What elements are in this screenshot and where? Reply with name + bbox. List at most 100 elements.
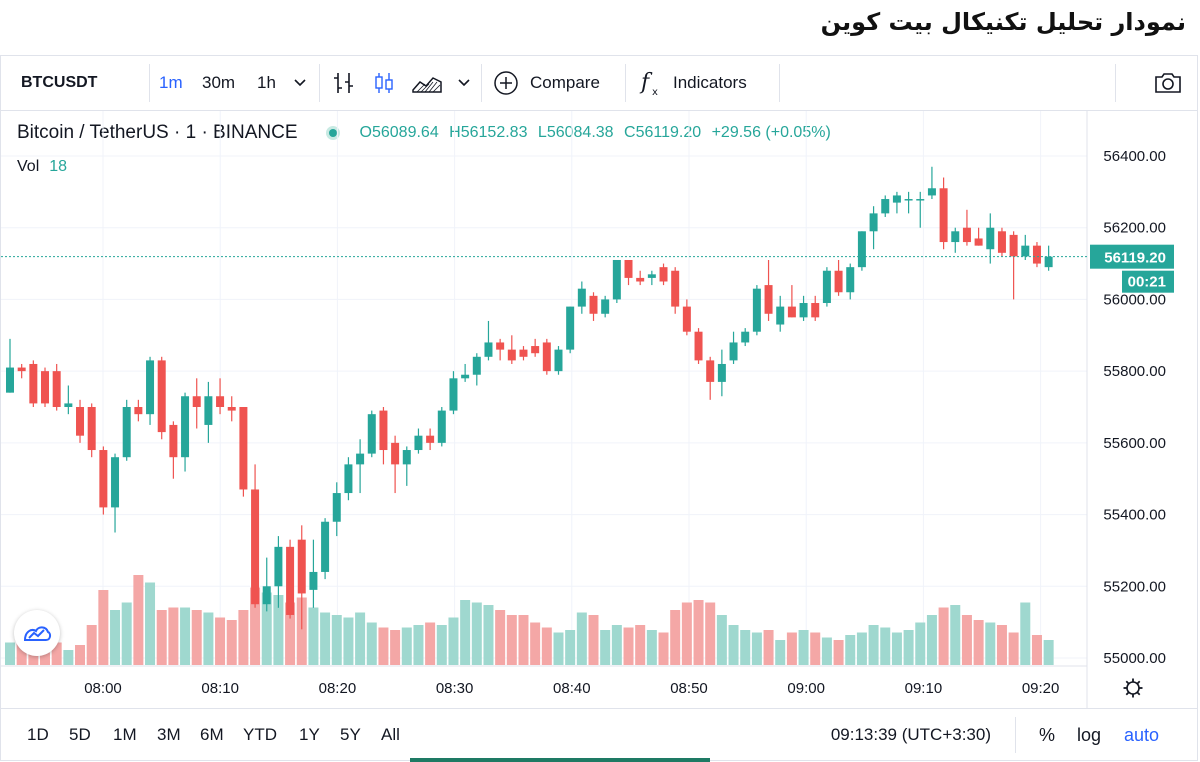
candle-body (379, 410, 388, 451)
range-6m[interactable]: 6M (200, 725, 224, 744)
candle-body (519, 349, 528, 357)
candle-body (787, 306, 796, 318)
candlestick-chart[interactable]: 56400.00 56200.00 56000.00 55800.00 55600.00… (0, 111, 1198, 708)
volume-bar (366, 622, 377, 665)
instrument-title: Bitcoin / TetherUS · 1 · BINANCE (17, 122, 298, 143)
volume-bar (996, 625, 1007, 665)
candle-body (64, 403, 73, 407)
volume-bar (961, 615, 972, 665)
last-price-tag (1090, 244, 1174, 269)
volume-bar (331, 615, 342, 665)
volume-bar (763, 630, 774, 665)
settings-gear-icon[interactable] (1123, 678, 1143, 698)
candle-body (472, 356, 481, 375)
range-5y[interactable]: 5Y (340, 725, 361, 744)
timeframe-1m[interactable]: 1m (159, 73, 183, 92)
range-1y[interactable]: 1Y (299, 725, 320, 744)
compare-button[interactable]: Compare (493, 56, 600, 110)
time-tick-label: 08:50 (670, 680, 708, 697)
volume-bar (390, 630, 401, 665)
svg-text:x: x (652, 87, 658, 97)
time-tick-label: 09:20 (1022, 680, 1060, 697)
candle-body (41, 371, 50, 404)
volume-bar (121, 602, 132, 665)
log-scale-toggle[interactable]: log (1077, 725, 1102, 745)
bar-countdown-tag (1122, 270, 1174, 293)
auto-scale-toggle[interactable]: auto (1124, 725, 1160, 745)
toolbar-divider (1115, 64, 1116, 102)
volume-bar (191, 610, 202, 665)
volume-bar (856, 632, 867, 665)
volume-bar (880, 627, 891, 665)
volume-bar (308, 607, 319, 665)
candle-body (624, 259, 633, 278)
candle-body (461, 374, 470, 379)
bar-style-icon[interactable] (331, 56, 357, 110)
range-1d[interactable]: 1D (27, 725, 49, 744)
candle-body (647, 274, 656, 278)
chart-type-dropdown-chevron-icon[interactable] (457, 56, 471, 110)
candle-body (729, 342, 738, 361)
candle-style-icon[interactable] (371, 56, 397, 110)
candle-body (76, 407, 85, 436)
volume-bar (985, 622, 996, 665)
timeframe-dropdown-chevron-icon[interactable] (293, 56, 307, 110)
candle-body (671, 270, 680, 307)
range-5d[interactable]: 5D (69, 725, 91, 744)
candle-body (706, 360, 715, 382)
volume-bar (413, 625, 424, 665)
candle-body (1009, 234, 1018, 257)
volume-bar (495, 610, 506, 665)
range-1m[interactable]: 1M (113, 725, 137, 744)
candle-body (601, 299, 610, 314)
volume-legend: Vol 18 (17, 158, 67, 176)
candle-body (962, 227, 971, 243)
volume-bar (506, 615, 517, 665)
range-all[interactable]: All (381, 725, 400, 744)
price-tick-label: 55400.00 (1103, 507, 1166, 524)
timeframe-1h[interactable]: 1h (257, 73, 276, 92)
percent-scale-toggle[interactable]: % (1039, 725, 1056, 745)
price-tick-label: 56200.00 (1103, 220, 1166, 237)
candle-body (811, 303, 820, 318)
candle-body (169, 424, 178, 458)
time-tick-label: 08:10 (201, 680, 239, 697)
candle-body (426, 435, 435, 443)
candle-body (356, 453, 365, 465)
low-value: 56084.38 (546, 124, 614, 141)
candle-body (111, 457, 120, 508)
candle-body (367, 414, 376, 454)
volume-bar (775, 640, 786, 665)
volume-bar (378, 627, 389, 665)
volume-bar (483, 605, 494, 665)
tradingview-logo-icon[interactable] (14, 610, 60, 656)
candle-body (951, 231, 960, 243)
candle-body (881, 199, 890, 214)
volume-bar (180, 607, 191, 665)
volume-bar (1020, 602, 1031, 665)
candle-body (52, 371, 61, 407)
volume-bar (436, 625, 447, 665)
camera-snapshot-icon[interactable] (1153, 70, 1183, 101)
time-tick-label: 08:00 (84, 680, 122, 697)
candle-body (869, 213, 878, 232)
timeframe-30m[interactable]: 30m (202, 73, 236, 92)
candle-body (507, 349, 516, 361)
volume-bar (98, 590, 109, 665)
price-tick-label: 55200.00 (1103, 578, 1166, 595)
area-style-icon[interactable] (411, 56, 443, 110)
timezone-clock[interactable]: 09:13:39 (UTC+3:30) (830, 725, 991, 744)
candle-body (694, 331, 703, 361)
volume-bar (530, 622, 541, 665)
volume-bar (833, 640, 844, 665)
symbol-search-button[interactable]: BTCUSDT (21, 74, 98, 91)
range-ytd[interactable]: YTD (243, 725, 277, 744)
volume-bar (401, 627, 412, 665)
volume-bar (63, 650, 74, 665)
candle-body (997, 231, 1006, 253)
range-3m[interactable]: 3M (157, 725, 181, 744)
time-scrollbar[interactable] (410, 758, 710, 762)
